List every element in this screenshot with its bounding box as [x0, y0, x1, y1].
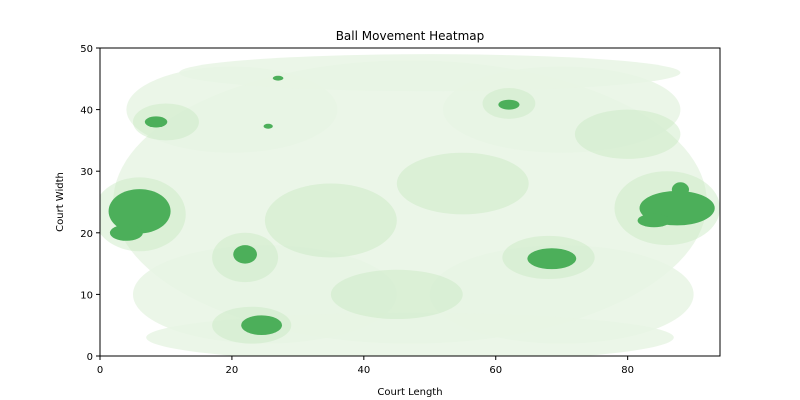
plot-frame [99, 47, 721, 357]
density-high-region-8 [144, 116, 168, 128]
density-mid-region-8 [396, 152, 529, 215]
density-high-region-11 [263, 123, 273, 129]
density-mid-region-10 [574, 109, 681, 159]
density-mid-region-7 [264, 183, 397, 258]
density-high-region-10 [272, 75, 284, 81]
density-high-region-0 [108, 189, 171, 234]
x-tick-label: 0 [97, 365, 103, 376]
density-mid-region-9 [330, 269, 463, 320]
y-tick-label: 0 [87, 352, 93, 363]
y-tick-label: 30 [80, 167, 93, 178]
y-tick-label: 40 [80, 106, 93, 117]
density-high-region-5 [527, 248, 577, 270]
chart-title: Ball Movement Heatmap [336, 29, 485, 43]
x-axis: 0 20 40 60 80 [97, 356, 634, 376]
x-tick-label: 40 [357, 365, 370, 376]
density-layers [100, 54, 720, 356]
x-tick-label: 60 [489, 365, 502, 376]
y-axis: 0 10 20 30 40 50 [80, 44, 100, 363]
density-high-region-4 [671, 182, 689, 198]
x-tick-label: 20 [226, 365, 239, 376]
y-tick-label: 20 [80, 229, 93, 240]
density-high-region-7 [241, 315, 283, 336]
density-high-region-9 [498, 99, 520, 110]
x-axis-label: Court Length [377, 387, 442, 398]
density-high-region-3 [637, 213, 671, 228]
y-axis-label: Court Width [55, 172, 66, 232]
y-tick-label: 50 [80, 44, 93, 55]
y-tick-label: 10 [80, 290, 93, 301]
density-low-region-1 [126, 66, 338, 153]
density-high-region-1 [109, 224, 143, 241]
density-high-region-6 [233, 245, 257, 264]
x-tick-label: 80 [621, 365, 634, 376]
density-low-region-6 [179, 54, 681, 92]
